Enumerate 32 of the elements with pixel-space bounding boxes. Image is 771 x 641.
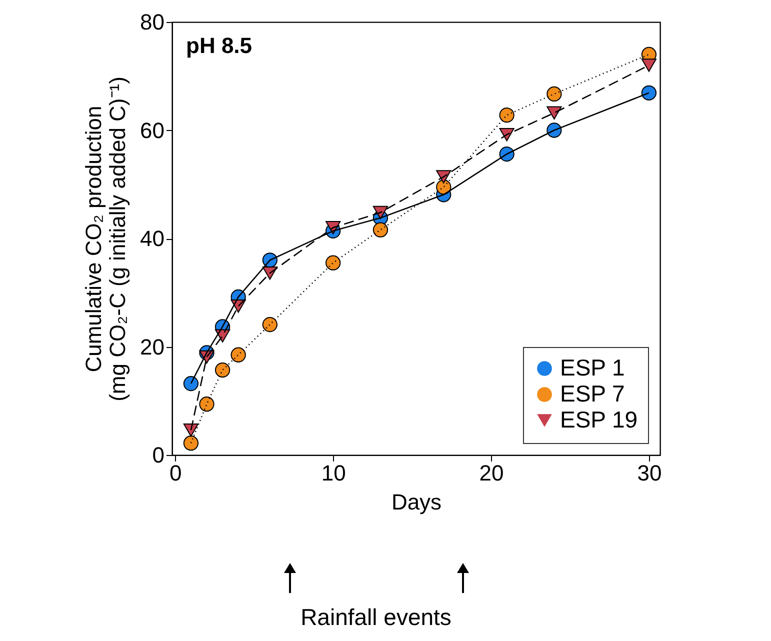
point xyxy=(183,423,199,437)
point xyxy=(214,362,230,378)
y-tick-label: 60 xyxy=(140,118,164,143)
y-tick-label: 80 xyxy=(140,10,164,34)
point xyxy=(641,58,657,72)
point xyxy=(546,106,562,120)
point xyxy=(641,85,657,100)
x-axis-title: Days xyxy=(391,490,442,514)
legend-label: ESP 19 xyxy=(560,406,638,432)
point xyxy=(546,86,562,102)
point xyxy=(262,317,278,332)
legend-label: ESP 7 xyxy=(560,380,625,406)
point xyxy=(372,206,388,220)
x-tick-label: 20 xyxy=(479,460,504,486)
point xyxy=(183,376,199,392)
y-tick-label: 0 xyxy=(152,442,164,468)
y-axis-title: Cumulative CO₂ production (mg CO₂-C (g initially added C)⁻¹) xyxy=(81,76,130,402)
point xyxy=(372,222,388,238)
legend-label: ESP 1 xyxy=(560,354,625,380)
x-tick-label: 0 xyxy=(170,460,182,486)
y-tick-label: 40 xyxy=(140,226,164,251)
point xyxy=(499,128,514,142)
point xyxy=(183,436,199,451)
annotation: pH 8.5 xyxy=(186,33,252,58)
point xyxy=(326,255,341,270)
point xyxy=(199,396,214,412)
x-tick-label: 10 xyxy=(321,460,346,486)
x-tick-label: 30 xyxy=(637,460,662,486)
point xyxy=(230,347,246,362)
y-tick-label: 20 xyxy=(140,334,164,360)
point xyxy=(499,108,514,123)
text: Rainfall events xyxy=(300,604,452,631)
